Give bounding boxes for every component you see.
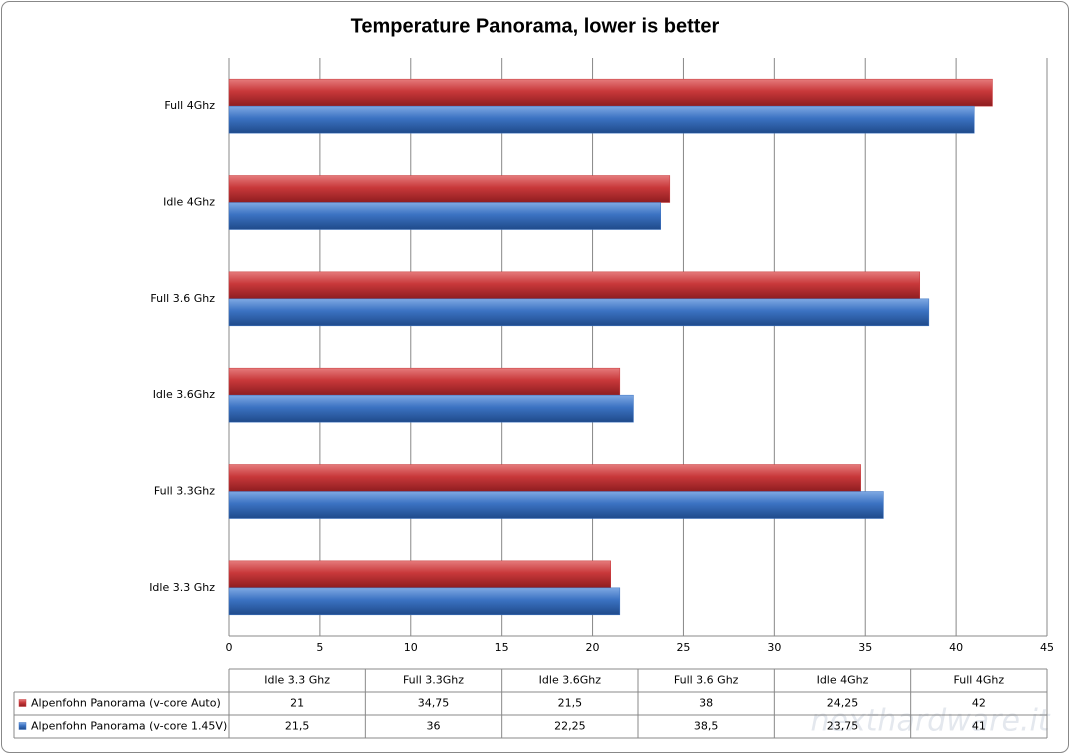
x-tick-label: 25 xyxy=(676,641,690,654)
legend-key xyxy=(18,699,27,707)
bar xyxy=(228,105,975,134)
y-tick-label: Full 3.3Ghz xyxy=(154,485,215,498)
table-header: Full 3.3Ghz xyxy=(403,674,464,687)
bar xyxy=(228,394,634,423)
table-header: Idle 3.3 Ghz xyxy=(264,674,330,687)
bar xyxy=(228,560,611,589)
x-tick-label: 40 xyxy=(949,641,963,654)
y-tick-label: Idle 3.3 Ghz xyxy=(149,581,215,594)
table-value: 23,75 xyxy=(827,720,859,733)
table-header: Full 3.6 Ghz xyxy=(674,674,739,687)
table-value: 21 xyxy=(290,697,304,710)
watermark: nexthardware.it xyxy=(810,704,1050,739)
chart-title: Temperature Panorama, lower is better xyxy=(351,15,720,37)
table-value: 24,25 xyxy=(827,697,859,710)
x-tick-label: 20 xyxy=(586,641,600,654)
y-tick-label: Idle 4Ghz xyxy=(163,196,215,209)
table-value: 36 xyxy=(427,720,441,733)
bar xyxy=(228,175,671,203)
bar xyxy=(228,367,621,396)
y-tick-label: Full 4Ghz xyxy=(164,99,215,112)
table-value: 38,5 xyxy=(694,720,719,733)
x-tick-label: 10 xyxy=(404,641,418,654)
x-tick-label: 5 xyxy=(316,641,323,654)
legend-label: Alpenfohn Panorama (v-core 1.45V) xyxy=(31,720,227,733)
table-value: 22,25 xyxy=(554,720,586,733)
x-tick-label: 0 xyxy=(226,641,233,654)
table-value: 38 xyxy=(699,697,713,710)
table-header: Idle 3.6Ghz xyxy=(539,674,602,687)
x-tick-label: 30 xyxy=(767,641,781,654)
bar xyxy=(228,491,884,519)
bar xyxy=(228,78,993,107)
x-tick-label: 35 xyxy=(858,641,872,654)
bar xyxy=(228,271,921,300)
x-tick-label: 45 xyxy=(1040,641,1054,654)
y-tick-label: Idle 3.6Ghz xyxy=(153,388,216,401)
bar xyxy=(228,587,621,616)
table-value: 41 xyxy=(972,720,986,733)
table-value: 21,5 xyxy=(558,697,583,710)
bar xyxy=(228,202,661,230)
x-tick-label: 15 xyxy=(495,641,509,654)
bar xyxy=(228,298,930,327)
bar xyxy=(228,464,861,492)
table-value: 42 xyxy=(972,697,986,710)
table-value: 21,5 xyxy=(285,720,310,733)
legend-label: Alpenfohn Panorama (v-core Auto) xyxy=(31,697,221,710)
table-header: Full 4Ghz xyxy=(954,674,1005,687)
y-tick-label: Full 3.6 Ghz xyxy=(150,292,215,305)
legend-key xyxy=(18,722,27,730)
table-header: Idle 4Ghz xyxy=(817,674,869,687)
table-value: 34,75 xyxy=(418,697,450,710)
